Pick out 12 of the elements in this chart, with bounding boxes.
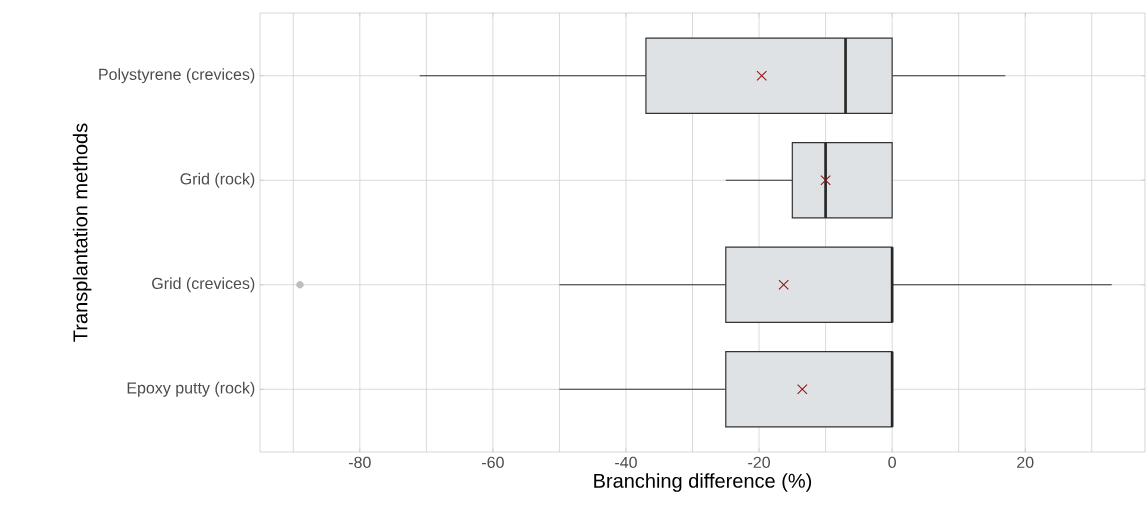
- y-tick-label: Epoxy putty (rock): [127, 381, 255, 397]
- x-tick-label: 0: [888, 456, 896, 469]
- y-tick-label: Polystyrene (crevices): [99, 68, 255, 84]
- x-tick-label: 20: [1017, 456, 1034, 469]
- y-axis-title: Transplantation methods: [72, 123, 92, 342]
- x-tick-label: -20: [748, 456, 770, 469]
- x-axis-title: Branching difference (%): [594, 473, 812, 492]
- x-tick-label: -40: [615, 456, 637, 469]
- y-tick-label: Grid (rock): [180, 172, 255, 188]
- x-tick-label: -60: [482, 456, 504, 469]
- x-tick-label: -80: [348, 456, 371, 469]
- y-tick-label: Grid (crevices): [152, 277, 255, 293]
